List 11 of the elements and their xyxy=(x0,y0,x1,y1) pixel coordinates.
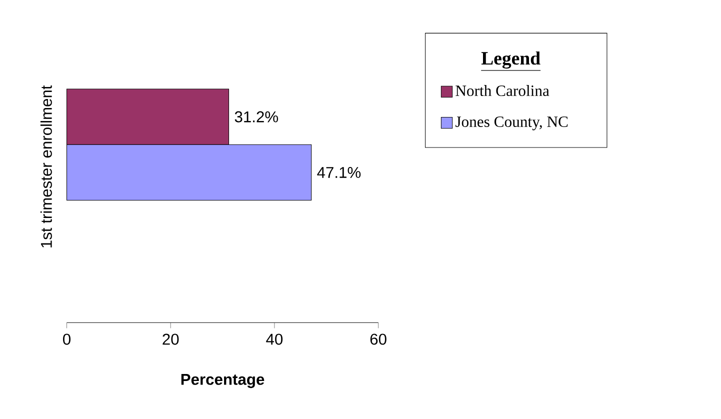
legend-label: Jones County, NC xyxy=(456,116,568,130)
x-tick-label: 40 xyxy=(266,334,283,345)
y-axis-title: 1st trimester enrollment xyxy=(40,85,52,248)
legend-label: North Carolina xyxy=(456,85,550,96)
data-label: 47.1% xyxy=(317,166,361,178)
x-tick-label: 20 xyxy=(162,334,179,345)
x-tick-label: 60 xyxy=(370,334,386,345)
data-label: 31.2% xyxy=(234,111,278,122)
x-axis-title: Percentage xyxy=(181,374,264,388)
legend-title: Legend xyxy=(481,51,540,69)
x-tick-label: 0 xyxy=(63,334,71,345)
